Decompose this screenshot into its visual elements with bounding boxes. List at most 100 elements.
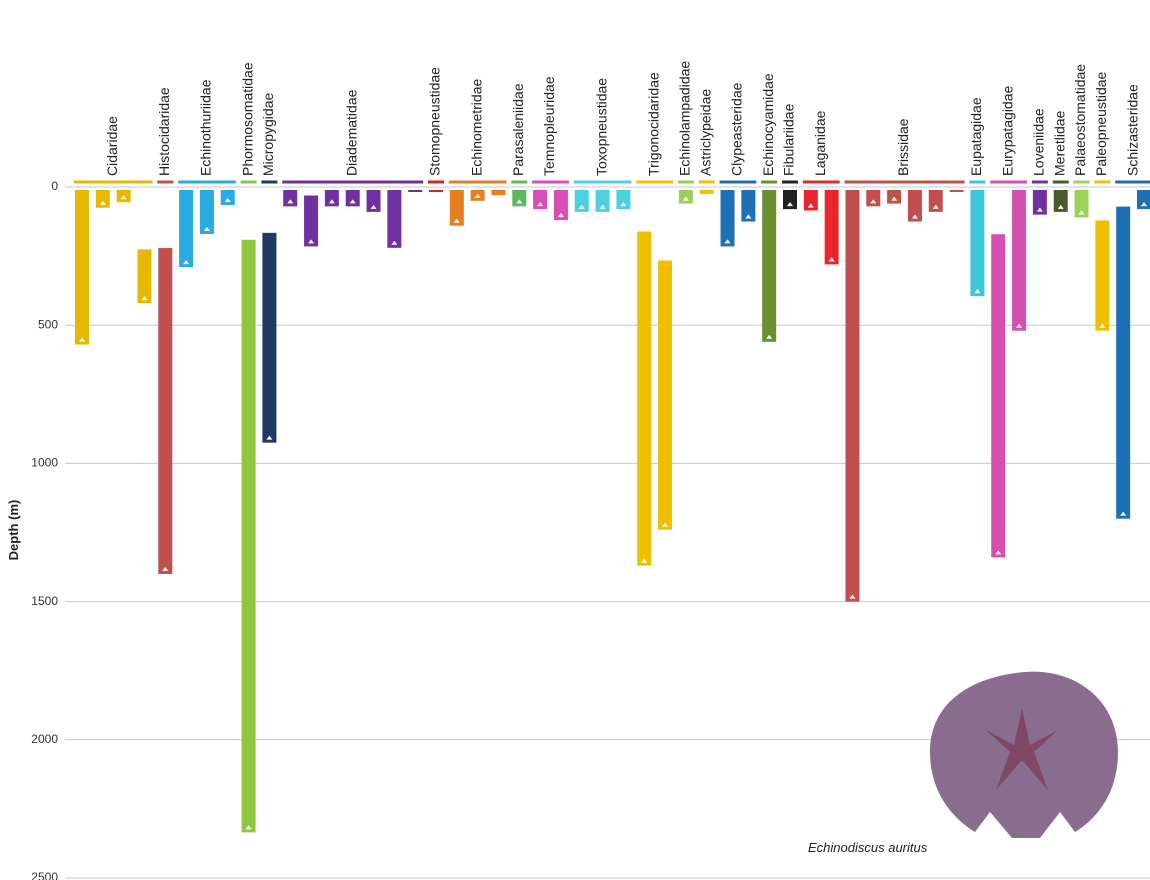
family-name: Parasaleniidae [510,83,526,176]
depth-bar [1032,190,1047,215]
depth-bar [179,190,194,268]
bar-cap [828,257,835,262]
depth-bar [95,190,110,208]
family-name: Fibulariidae [781,103,797,176]
bar-cap [620,202,627,207]
family-name: Echinolampadidae [677,61,693,176]
depth-bar [845,190,860,602]
bar-cap [870,199,877,204]
family-name: Micropygidae [260,93,276,176]
bar-cap [1099,323,1106,328]
depth-bar [783,190,797,210]
depth-bar [741,190,756,222]
depth-bar [262,232,277,443]
family-name: Meretlidae [1051,110,1067,176]
depth-bar [803,190,818,211]
depth-bar [637,231,652,566]
family-name: Echinocyamidae [760,73,776,176]
family-name: Clypeasteridae [729,82,745,176]
bar-cap [787,202,793,207]
depth-bar [991,234,1006,558]
bar-cap [79,337,85,342]
family-name: Eurypatagidae [999,85,1015,176]
bar-cap [349,199,356,204]
depth-bar [824,190,839,265]
family-name: Loveniidae [1031,108,1047,176]
bar-cap [328,199,335,204]
depth-bar [866,190,881,207]
y-tick-label: 0 [51,179,58,193]
bar-cap [453,218,460,223]
family-name: Toxopneustidae [593,78,609,176]
bar-cap [578,204,585,209]
family-name: Astriclypeidae [697,89,713,176]
depth-bar [345,190,360,207]
bar-cap [1057,204,1064,209]
depth-bar [324,190,339,207]
bar-cap [599,204,606,209]
bar-cap [1120,511,1127,516]
bar-cap [266,435,273,440]
family-name: Cidaridae [104,116,120,176]
depth-bar [1137,190,1150,210]
bar-cap [932,204,939,209]
family-name: Paleopneustidae [1093,71,1109,176]
y-tick-label: 2500 [31,870,58,880]
bar-cap [1078,210,1085,215]
bar-cap [224,197,231,202]
bar-cap [308,239,315,244]
depth-bar [1012,190,1027,331]
family-name: Temnopleuridae [541,76,557,176]
bar-cap [391,240,398,245]
family-name: Eupatagidae [968,97,984,176]
depth-bar [762,190,777,342]
depth-bar [720,190,735,247]
bar-cap [162,566,169,571]
bar-cap [99,200,106,205]
depth-bar [304,195,319,247]
depth-bar [366,190,381,212]
depth-bar [970,190,985,297]
bar-cap [183,260,190,265]
bar-cap [1036,207,1043,212]
bar-cap [995,550,1002,555]
sand-dollar-image [930,671,1118,838]
depth-bar [533,190,548,210]
y-tick-label: 1500 [31,594,58,608]
petaloid [986,708,1058,790]
bar-cap [516,199,523,204]
depth-bar [949,190,964,192]
family-name: Histocidaridae [156,87,172,176]
family-name: Diadematidae [343,89,359,176]
y-axis-label: Depth (m) [6,500,21,561]
family-name: Schizasteridae [1124,84,1140,176]
bar-cap [849,594,856,599]
bar-cap [974,289,981,294]
bar-cap [745,214,752,219]
bar-cap [682,196,689,201]
y-tick-label: 500 [38,317,58,331]
depth-bar [574,190,589,212]
depth-bar [283,190,298,207]
depth-bar [616,190,631,210]
depth-bar [408,190,423,192]
bar-cap [807,203,814,208]
depth-bar [928,190,943,212]
depth-bar [1095,220,1110,331]
bar-cap [557,213,564,218]
depth-bar [1116,206,1131,519]
depth-bar [907,190,922,222]
bar-cap [370,204,377,209]
bar-cap [641,558,648,563]
family-name: Echinometridae [468,79,484,176]
depth-bar [449,190,464,226]
depth-bar [75,190,89,345]
depth-bar [241,239,256,833]
family-name: Brissidae [895,118,911,176]
depth-bar [137,249,152,304]
bar-cap [474,193,481,198]
family-name: Trigonocidaridae [645,72,661,176]
bar-cap [1016,323,1023,328]
family-name: Palaeostomatidae [1072,64,1088,176]
